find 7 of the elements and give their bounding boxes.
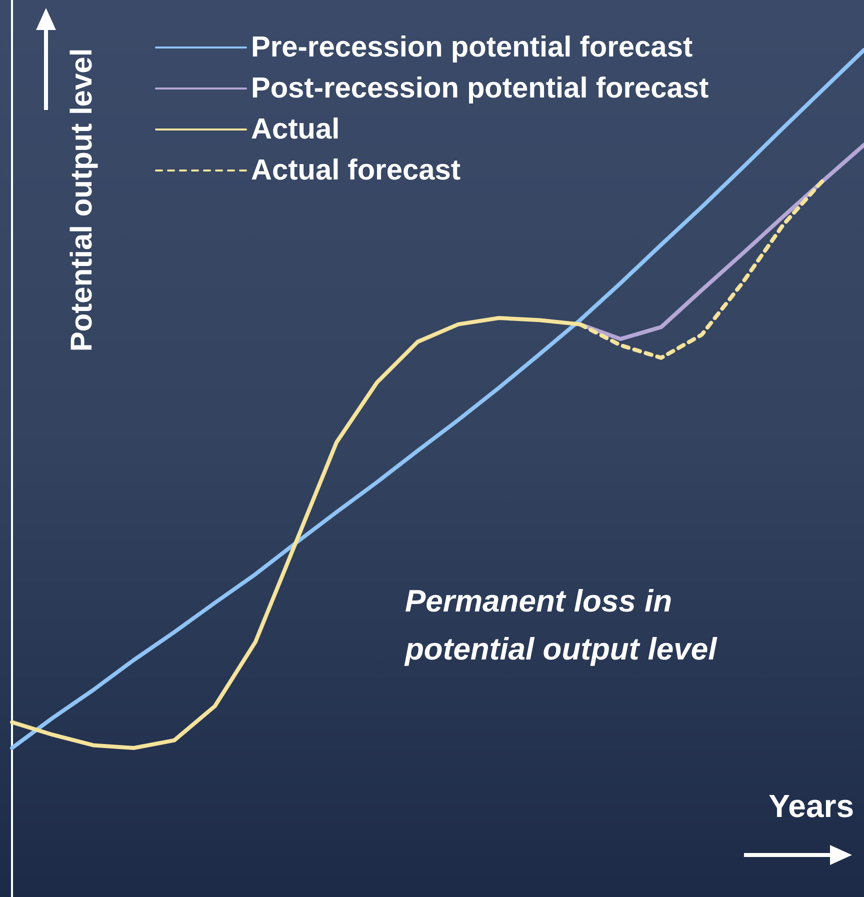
y-axis-title: Potential output level bbox=[66, 48, 98, 352]
x-axis-title: Years bbox=[768, 788, 854, 824]
legend-label: Post-recession potential forecast bbox=[251, 72, 710, 104]
legend-label: Actual forecast bbox=[251, 154, 461, 186]
legend-label: Actual bbox=[251, 114, 340, 146]
annotation: Permanent loss in potential output level bbox=[404, 584, 718, 666]
legend-label: Pre-recession potential forecast bbox=[251, 32, 693, 64]
